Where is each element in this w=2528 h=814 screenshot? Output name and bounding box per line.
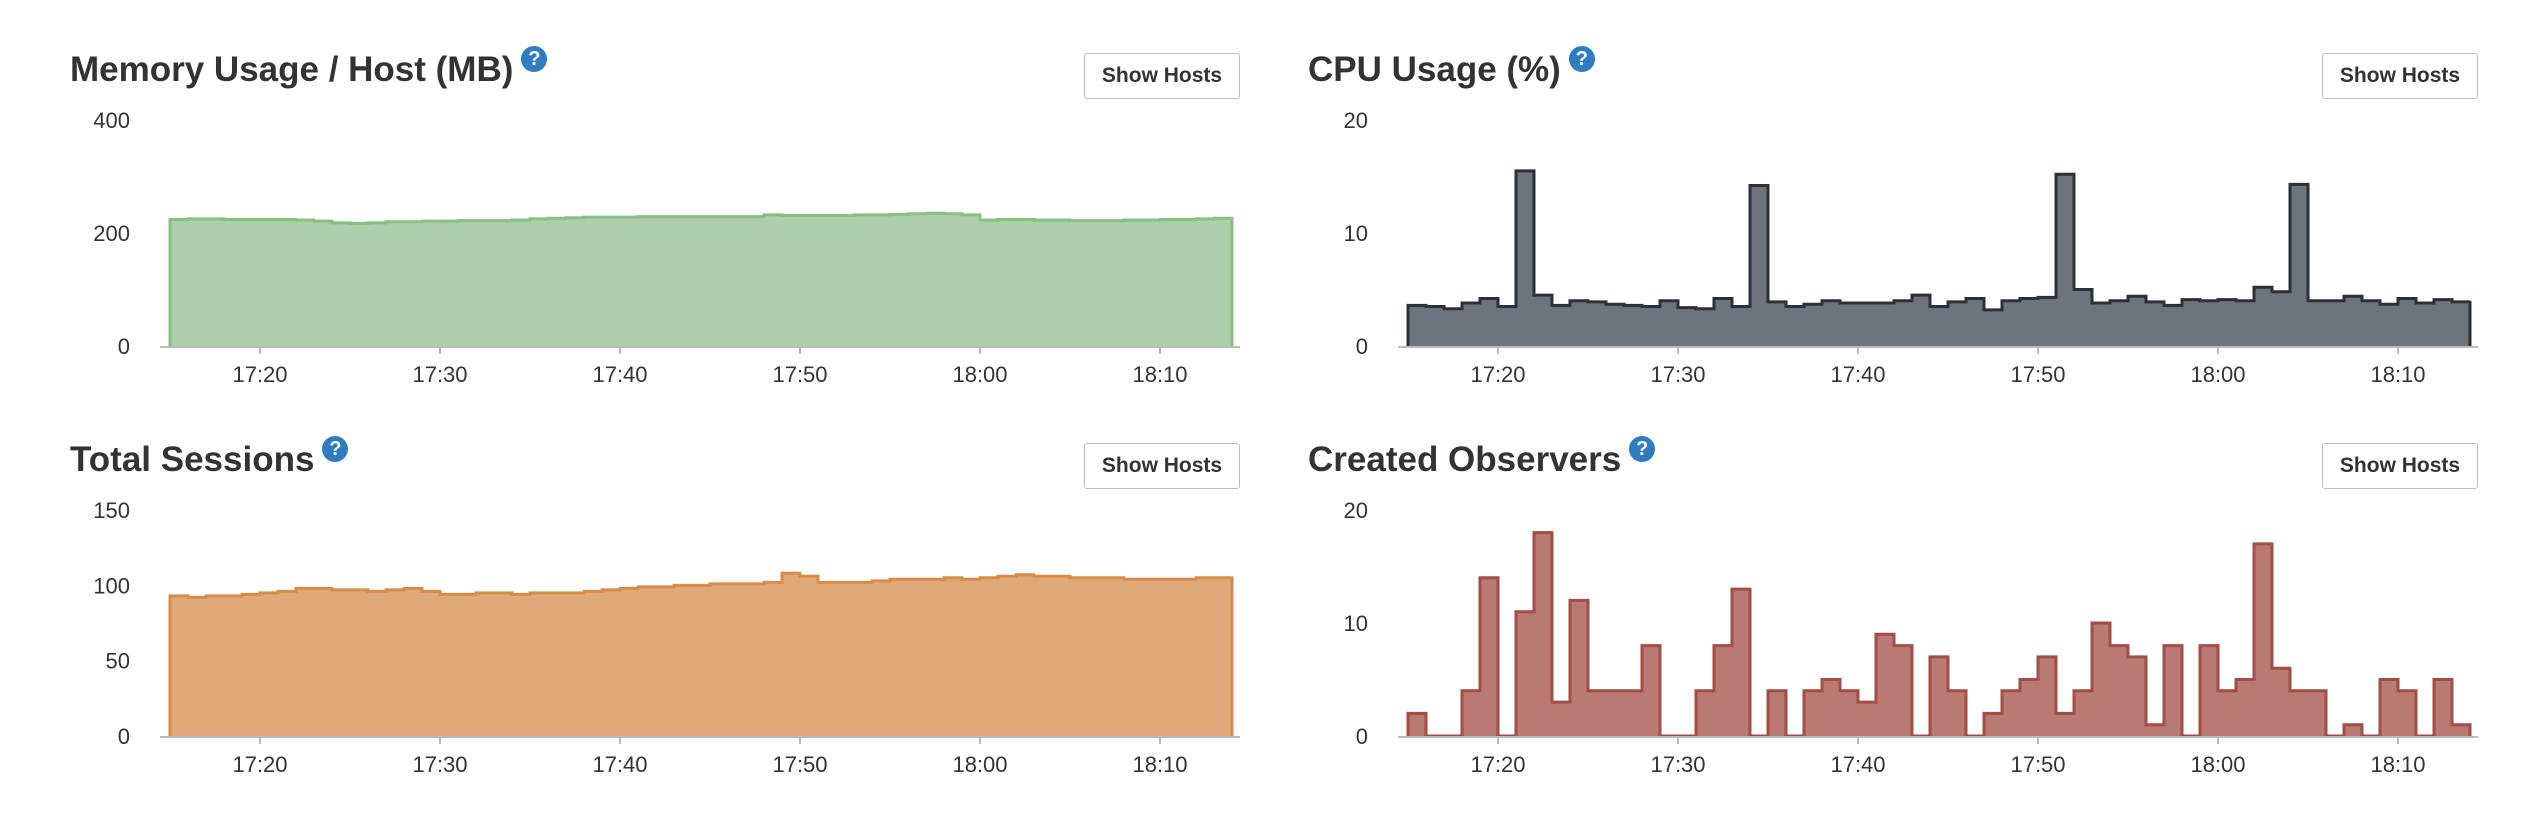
y-tick-label: 0 — [118, 724, 130, 749]
created-observers-title: Created Observers ? — [1308, 436, 1656, 480]
x-tick-label: 17:30 — [412, 362, 467, 387]
x-tick-label: 17:50 — [772, 752, 827, 777]
series-line — [1406, 169, 2472, 346]
y-tick-label: 100 — [93, 573, 130, 598]
series-line — [168, 211, 1234, 346]
chart-title: Memory Usage / Host (MB) — [70, 50, 514, 89]
y-tick-label: 0 — [1356, 334, 1368, 359]
series-area — [170, 573, 1232, 736]
x-tick-label: 17:20 — [232, 362, 287, 387]
memory-usage-title: Memory Usage / Host (MB) ? — [70, 46, 548, 90]
cpu-usage-panel: CPU Usage (%) ? Show Hosts 20 10 0 17:20 17:… — [1308, 40, 2478, 420]
total-sessions-panel: Total Sessions ? Show Hosts 150 100 50 0 17:… — [70, 430, 1240, 810]
question-circle-icon[interactable]: ? — [1568, 46, 1595, 72]
x-tick-label: 17:20 — [232, 752, 287, 777]
series-line — [168, 571, 1234, 736]
question-circle-icon[interactable]: ? — [1629, 436, 1656, 462]
x-tick-label: 17:40 — [1830, 752, 1885, 777]
y-tick-label: 10 — [1344, 221, 1368, 246]
series-area — [170, 213, 1232, 346]
x-tick-label: 17:20 — [1470, 362, 1525, 387]
x-tick-label: 18:10 — [2370, 752, 2425, 777]
series-area — [1408, 170, 2470, 346]
x-tick-label: 17:50 — [2010, 752, 2065, 777]
x-tick-label: 17:40 — [1830, 362, 1885, 387]
series-area — [1408, 532, 2470, 736]
show-hosts-button[interactable]: Show Hosts — [1084, 53, 1240, 99]
created-observers-chart: 20 10 0 17:20 17:30 17:40 17:50 18:00 18:10 — [1344, 498, 2478, 777]
y-tick-label: 20 — [1344, 498, 1368, 523]
total-sessions-title: Total Sessions ? — [70, 436, 349, 480]
x-tick-label: 17:20 — [1470, 752, 1525, 777]
x-tick-label: 18:10 — [1132, 752, 1187, 777]
x-tick-label: 17:40 — [592, 752, 647, 777]
y-tick-label: 0 — [118, 334, 130, 359]
chart-title: Created Observers — [1308, 440, 1622, 479]
x-tick-label: 18:00 — [2190, 362, 2245, 387]
x-tick-label: 17:50 — [2010, 362, 2065, 387]
y-tick-label: 200 — [93, 221, 130, 246]
x-tick-label: 17:30 — [412, 752, 467, 777]
show-hosts-button[interactable]: Show Hosts — [2322, 53, 2478, 99]
x-tick-label: 18:00 — [952, 362, 1007, 387]
x-tick-label: 18:00 — [2190, 752, 2245, 777]
chart-title: Total Sessions — [70, 440, 315, 479]
question-circle-icon[interactable]: ? — [322, 436, 349, 462]
total-sessions-chart: 150 100 50 0 17:20 17:30 17:40 17:50 18:00 18:10 — [93, 498, 1240, 777]
y-tick-label: 150 — [93, 498, 130, 523]
x-tick-label: 17:30 — [1650, 752, 1705, 777]
show-hosts-button[interactable]: Show Hosts — [2322, 443, 2478, 489]
created-observers-panel: Created Observers ? Show Hosts 20 10 0 17:2… — [1308, 430, 2478, 810]
cpu-usage-title: CPU Usage (%) ? — [1308, 46, 1595, 90]
y-tick-label: 50 — [106, 649, 130, 674]
y-tick-label: 0 — [1356, 724, 1368, 749]
x-tick-label: 18:10 — [2370, 362, 2425, 387]
memory-usage-panel: Memory Usage / Host (MB) ? Show Hosts 40… — [70, 40, 1240, 420]
x-tick-label: 17:50 — [772, 362, 827, 387]
y-tick-label: 10 — [1344, 611, 1368, 636]
y-tick-label: 20 — [1344, 108, 1368, 133]
x-tick-label: 17:30 — [1650, 362, 1705, 387]
x-tick-label: 17:40 — [592, 362, 647, 387]
x-tick-label: 18:10 — [1132, 362, 1187, 387]
memory-usage-chart: 400 200 0 17:20 17:30 17:40 17:50 18:00 18:10 — [93, 108, 1240, 387]
chart-title: CPU Usage (%) — [1308, 50, 1561, 89]
x-tick-label: 18:00 — [952, 752, 1007, 777]
series-line — [1406, 531, 2472, 738]
show-hosts-button[interactable]: Show Hosts — [1084, 443, 1240, 489]
y-tick-label: 400 — [93, 108, 130, 133]
question-circle-icon[interactable]: ? — [521, 46, 548, 72]
cpu-usage-chart: 20 10 0 17:20 17:30 17:40 17:50 18:00 18:10 — [1344, 108, 2478, 387]
